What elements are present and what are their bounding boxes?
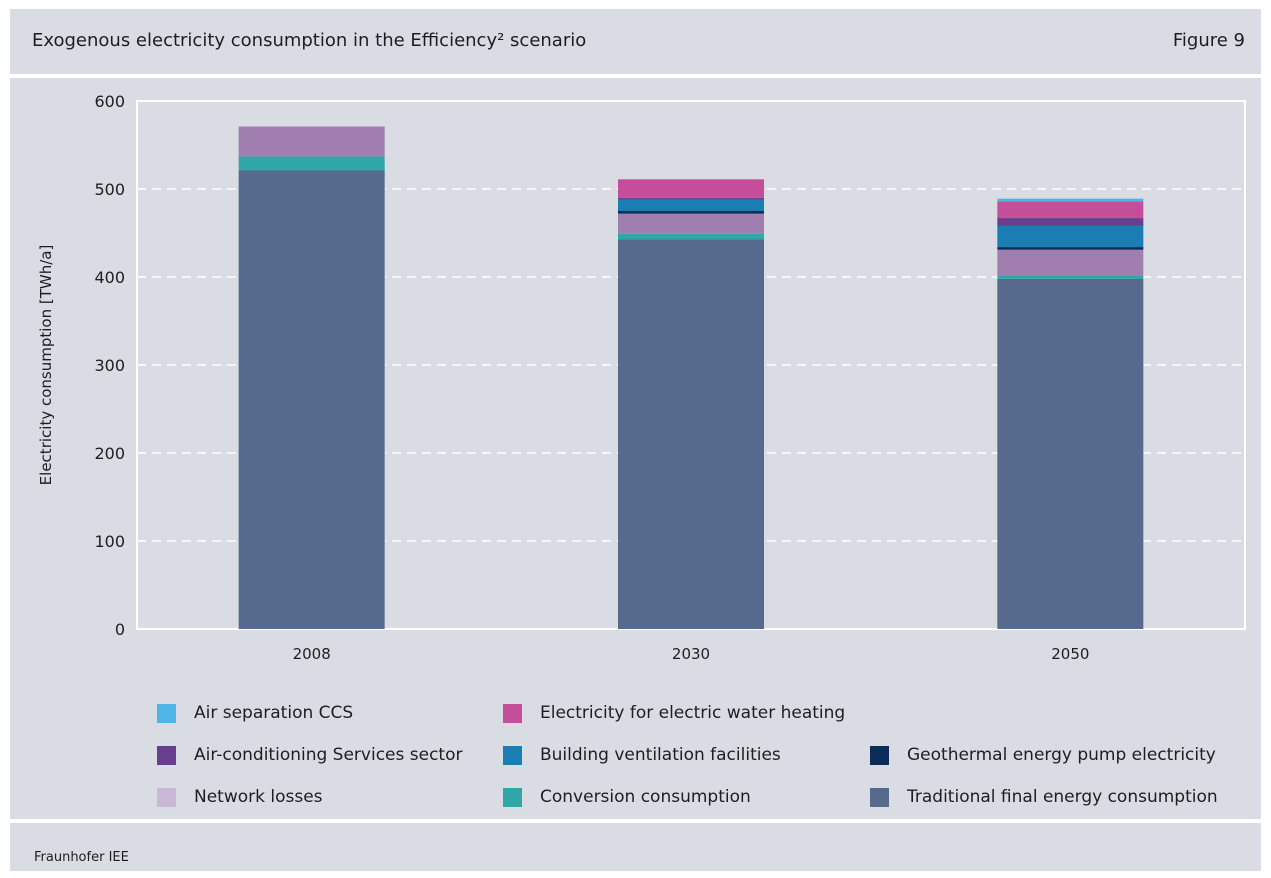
x-tick-label: 2008 xyxy=(293,645,331,663)
y-tick-label: 400 xyxy=(94,268,125,287)
legend-item-traditional: Traditional final energy consumption xyxy=(870,786,1218,808)
bar-segment xyxy=(997,275,1144,279)
footer-divider xyxy=(10,819,1261,823)
y-tick-label: 100 xyxy=(94,532,125,551)
bar-segment xyxy=(997,198,1144,202)
figure-title: Exogenous electricity consumption in the… xyxy=(32,30,587,51)
bar-segment xyxy=(618,233,764,240)
legend-label: Network losses xyxy=(194,787,323,807)
legend-label: Air separation CCS xyxy=(194,703,354,723)
chart-legend: Air separation CCS Electricity for elect… xyxy=(157,702,1267,812)
legend-swatch xyxy=(503,745,522,765)
bar-segment xyxy=(997,201,1144,219)
legend-swatch xyxy=(157,703,176,723)
y-tick-label: 500 xyxy=(94,180,125,199)
bar-segment xyxy=(238,170,385,629)
legend-item-building-ventilation: Building ventilation facilities xyxy=(503,744,781,766)
bar-segment xyxy=(997,278,1144,629)
legend-label: Building ventilation facilities xyxy=(540,745,781,765)
bar-segment xyxy=(238,126,385,157)
legend-item-conversion: Conversion consumption xyxy=(503,786,751,808)
legend-swatch xyxy=(870,745,889,765)
bar-segment xyxy=(997,249,1144,276)
legend-item-air-conditioning: Air-conditioning Services sector xyxy=(157,744,463,766)
legend-item-network-losses: Network losses xyxy=(157,786,323,808)
y-tick-label: 300 xyxy=(94,356,125,375)
legend-swatch xyxy=(870,787,889,807)
y-tick-label: 600 xyxy=(94,92,125,111)
bar-segment xyxy=(997,225,1144,248)
bar-segment xyxy=(618,179,764,198)
bar-segment xyxy=(997,247,1144,250)
y-tick-label: 0 xyxy=(115,620,125,639)
legend-label: Geothermal energy pump electricity xyxy=(907,745,1216,765)
legend-label: Conversion consumption xyxy=(540,787,751,807)
figure-panel: Exogenous electricity consumption in the… xyxy=(10,9,1261,871)
bar-segment xyxy=(618,213,764,234)
bar-segment xyxy=(238,156,385,171)
legend-swatch xyxy=(503,787,522,807)
legend-swatch xyxy=(157,745,176,765)
bar-segment xyxy=(618,239,764,629)
legend-label: Air-conditioning Services sector xyxy=(194,745,463,765)
legend-label: Traditional final energy consumption xyxy=(907,787,1218,807)
y-tick-label: 200 xyxy=(94,444,125,463)
legend-item-geothermal: Geothermal energy pump electricity xyxy=(870,744,1216,766)
legend-item-air-separation-ccs: Air separation CCS xyxy=(157,702,353,724)
x-tick-label: 2050 xyxy=(1051,645,1089,663)
bar-segment xyxy=(618,211,764,214)
stacked-bar-chart: 0 100 200 300 400 500 600 Electricity consumpti… xyxy=(37,92,1246,663)
figure-header: Exogenous electricity consumption in the… xyxy=(10,9,1261,78)
legend-item-water-heating: Electricity for electric water heating xyxy=(503,702,845,724)
legend-swatch xyxy=(503,703,522,723)
x-tick-label: 2030 xyxy=(672,645,710,663)
legend-label: Electricity for electric water heating xyxy=(540,703,846,723)
figure-number: Figure 9 xyxy=(1172,30,1245,51)
bar-segment xyxy=(618,197,764,200)
bar-segment xyxy=(618,199,764,211)
legend-swatch xyxy=(157,787,176,807)
y-axis-label: Electricity consumption [TWh/a] xyxy=(37,245,55,486)
source-note: Fraunhofer IEE xyxy=(34,850,129,865)
bar-segment xyxy=(997,218,1144,226)
